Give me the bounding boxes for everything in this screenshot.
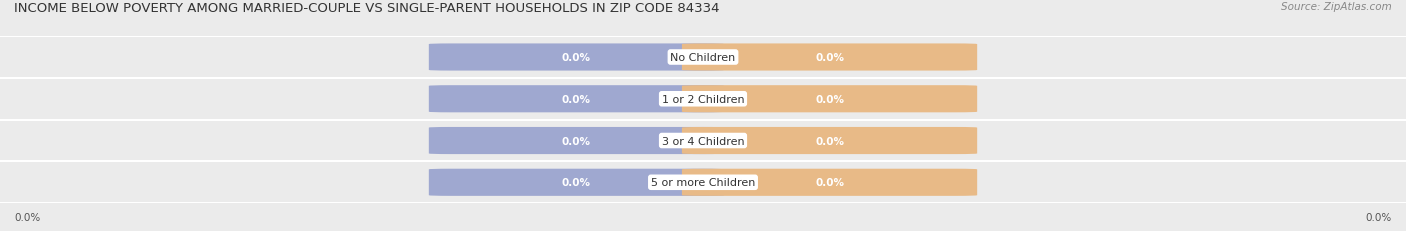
FancyBboxPatch shape (0, 0, 1406, 120)
Text: 0.0%: 0.0% (815, 136, 844, 146)
FancyBboxPatch shape (429, 169, 724, 196)
Text: 0.0%: 0.0% (562, 94, 591, 104)
FancyBboxPatch shape (429, 44, 724, 71)
Text: No Children: No Children (671, 53, 735, 63)
FancyBboxPatch shape (682, 44, 977, 71)
FancyBboxPatch shape (429, 86, 724, 113)
Text: 0.0%: 0.0% (815, 177, 844, 188)
Text: INCOME BELOW POVERTY AMONG MARRIED-COUPLE VS SINGLE-PARENT HOUSEHOLDS IN ZIP COD: INCOME BELOW POVERTY AMONG MARRIED-COUPL… (14, 2, 720, 15)
FancyBboxPatch shape (429, 128, 724, 154)
FancyBboxPatch shape (682, 86, 977, 113)
Text: 0.0%: 0.0% (1365, 213, 1392, 222)
Text: 0.0%: 0.0% (562, 136, 591, 146)
Text: 3 or 4 Children: 3 or 4 Children (662, 136, 744, 146)
Text: 0.0%: 0.0% (562, 53, 591, 63)
Text: 1 or 2 Children: 1 or 2 Children (662, 94, 744, 104)
FancyBboxPatch shape (682, 169, 977, 196)
FancyBboxPatch shape (682, 128, 977, 154)
Text: 0.0%: 0.0% (815, 94, 844, 104)
Text: 5 or more Children: 5 or more Children (651, 177, 755, 188)
FancyBboxPatch shape (0, 120, 1406, 231)
Text: 0.0%: 0.0% (815, 53, 844, 63)
Text: 0.0%: 0.0% (562, 177, 591, 188)
Text: 0.0%: 0.0% (14, 213, 41, 222)
Text: Source: ZipAtlas.com: Source: ZipAtlas.com (1281, 2, 1392, 12)
